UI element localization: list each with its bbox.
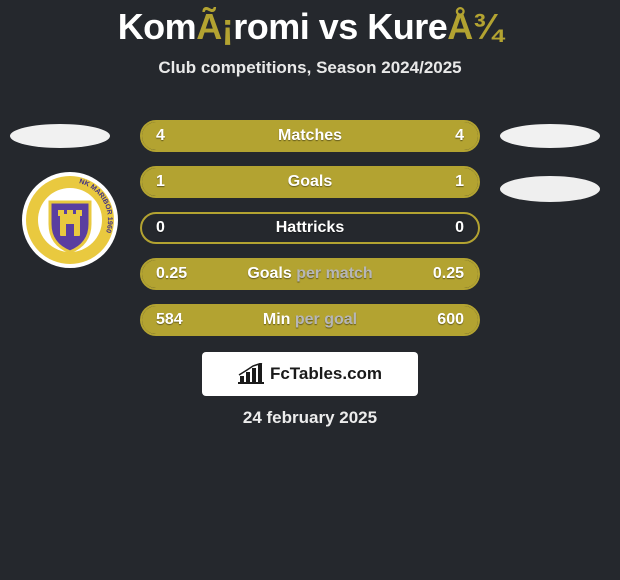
bar-chart-icon [238, 363, 264, 385]
stat-left-value: 0 [156, 219, 165, 237]
stat-label: Matches [278, 127, 342, 145]
fctables-label: FcTables.com [270, 364, 382, 384]
stat-right-value: 0 [455, 219, 464, 237]
page-root: KomÃ¡romi vs KureÅ¾ Club competitions, S… [0, 0, 620, 580]
stat-label: Min per goal [263, 311, 357, 329]
stat-bar: 0.25 0.25 Goals per match [140, 258, 480, 290]
stat-label: Hattricks [276, 219, 344, 237]
right-club-placeholder-ellipse-1 [500, 124, 600, 148]
stat-left-value: 4 [156, 127, 165, 145]
stat-left-value: 1 [156, 173, 165, 191]
stat-bar: 0 0 Hattricks [140, 212, 480, 244]
stat-bar-fill-left [142, 168, 310, 196]
club-crest-left: NK MARIBOR 1960 [20, 170, 120, 270]
stat-right-value: 0.25 [433, 265, 464, 283]
stat-bar: 584 600 Min per goal [140, 304, 480, 336]
subtitle: Club competitions, Season 2024/2025 [0, 58, 620, 78]
right-club-placeholder-ellipse-2 [500, 176, 600, 202]
stat-bar-fill-right [310, 168, 478, 196]
club-crest-icon: NK MARIBOR 1960 [20, 170, 120, 270]
page-title: KomÃ¡romi vs KureÅ¾ [0, 0, 620, 48]
title-accent-1: Ã¡ [196, 6, 233, 47]
title-part-2: romi vs Kure [233, 6, 447, 47]
stat-left-value: 584 [156, 311, 183, 329]
stat-label: Goals per match [247, 265, 372, 283]
title-part-1: Kom [118, 6, 197, 47]
fctables-badge[interactable]: FcTables.com [202, 352, 418, 396]
stat-bar: 1 1 Goals [140, 166, 480, 198]
stat-right-value: 600 [437, 311, 464, 329]
stat-right-value: 1 [455, 173, 464, 191]
title-accent-2: Å¾ [447, 6, 502, 47]
stat-label: Goals [288, 173, 332, 191]
date-label: 24 february 2025 [0, 408, 620, 428]
stat-bar: 4 4 Matches [140, 120, 480, 152]
stat-left-value: 0.25 [156, 265, 187, 283]
stat-right-value: 4 [455, 127, 464, 145]
left-club-placeholder-ellipse [10, 124, 110, 148]
stats-container: 4 4 Matches 1 1 Goals 0 0 Hattricks 0.25 0.25 Goals… [140, 120, 480, 336]
